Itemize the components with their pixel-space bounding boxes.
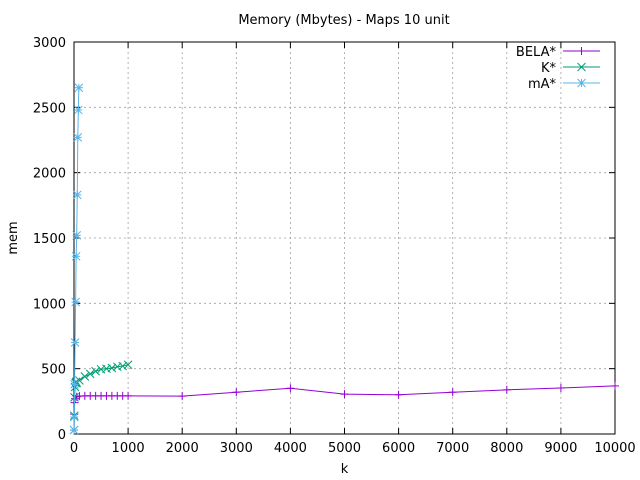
data-point	[75, 376, 84, 385]
legend-label: BELA*	[516, 45, 557, 60]
x-tick-label: 4000	[274, 441, 307, 456]
data-point	[72, 231, 82, 240]
x-tick-label: 2000	[166, 441, 199, 456]
series-ma	[69, 83, 84, 435]
legend-swatch-marker	[577, 78, 586, 88]
legend-swatch-marker	[577, 47, 586, 55]
data-point	[502, 385, 511, 394]
legend: BELA*K*mA*	[516, 45, 600, 92]
y-tick-label: 0	[58, 428, 66, 443]
y-tick-label: 500	[41, 363, 66, 378]
data-point	[394, 390, 403, 399]
data-point	[80, 372, 90, 381]
data-point	[71, 297, 80, 307]
legend-swatch-marker	[577, 62, 586, 72]
x-tick-label: 7000	[436, 441, 469, 456]
data-point	[70, 338, 80, 347]
y-tick-label: 1500	[33, 232, 66, 247]
data-point	[73, 133, 83, 142]
data-point	[72, 190, 82, 200]
x-tick-label: 1000	[112, 441, 145, 456]
data-point	[611, 381, 619, 390]
data-point	[107, 363, 117, 373]
x-tick-label: 5000	[328, 441, 361, 456]
grid	[74, 42, 615, 434]
y-tick-label: 2500	[33, 101, 66, 116]
legend-label: K*	[541, 61, 557, 76]
axis-ticks: 0 1000 2000 3000 4000 5000 6000 7000 8000 9000 100…	[33, 36, 636, 456]
legend-label: mA*	[528, 77, 557, 92]
y-tick-label: 1000	[33, 297, 66, 312]
data-point	[124, 391, 133, 400]
data-point	[118, 361, 128, 371]
data-point	[123, 360, 133, 370]
data-point	[448, 388, 457, 397]
data-point	[556, 384, 565, 393]
data-point	[286, 384, 295, 393]
x-tick-label: 0	[70, 441, 78, 456]
x-tick-label: 9000	[544, 441, 577, 456]
legend-entry: BELA*	[516, 45, 600, 60]
y-tick-label: 3000	[33, 36, 66, 51]
x-tick-label: 3000	[220, 441, 253, 456]
y-tick-label: 2000	[33, 167, 66, 182]
data-point	[69, 425, 79, 435]
data-point	[73, 105, 83, 115]
x-tick-label: 10000	[594, 441, 635, 456]
x-axis-label: k	[341, 462, 349, 477]
data-point	[69, 412, 79, 422]
legend-entry: mA*	[528, 77, 600, 92]
data-point	[232, 388, 241, 397]
chart-title: Memory (Mbytes) - Maps 10 unit	[238, 13, 449, 28]
x-tick-label: 6000	[382, 441, 415, 456]
data-point	[340, 390, 349, 399]
legend-entry: K*	[541, 61, 600, 76]
data-point	[71, 251, 81, 261]
data-point	[178, 392, 187, 401]
data-point	[70, 379, 79, 389]
y-axis-label: mem	[6, 221, 21, 254]
data-point	[74, 83, 84, 93]
data-point	[91, 366, 100, 376]
x-tick-label: 8000	[490, 441, 523, 456]
series-group	[69, 83, 619, 435]
data-point	[85, 369, 95, 379]
